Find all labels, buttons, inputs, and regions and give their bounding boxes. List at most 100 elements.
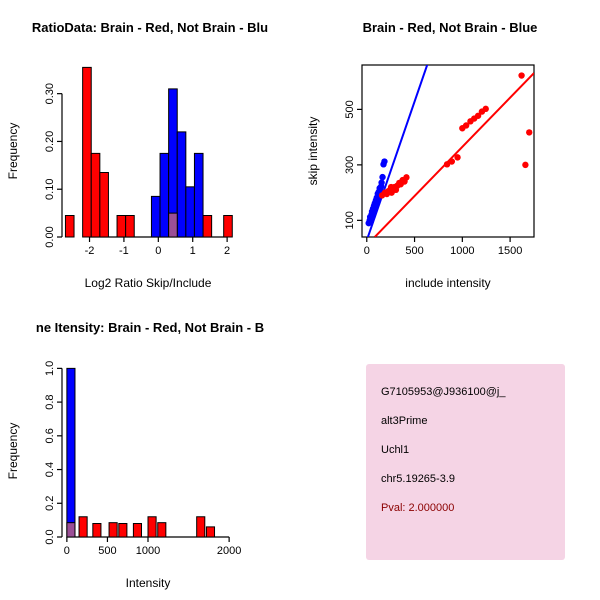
data-point [482, 105, 489, 113]
gene-intensity-histogram: ne Itensity: Brain - Red, Not Brain - B … [6, 320, 264, 590]
histogram-bar [92, 523, 102, 538]
y-tick-label: 1.0 [44, 361, 56, 376]
data-point [474, 112, 482, 119]
data-point [454, 154, 461, 161]
histogram-bar [78, 516, 88, 538]
log-ratio-histogram: RatioData: Brain - Red, Not Brain - Blu … [6, 20, 268, 290]
tick-labels: 0 500 1000 1500 100 300 500 [344, 100, 522, 257]
histogram-bar [99, 172, 109, 238]
histogram-bar [150, 195, 161, 238]
x-tick-label: 500 [405, 245, 423, 257]
series-not-brain [365, 65, 429, 237]
data-point [462, 122, 470, 129]
x-tick-label: 0 [364, 245, 370, 257]
histogram-bar [147, 516, 157, 538]
histogram-bar [205, 526, 216, 538]
y-axis-title: Frequency [6, 423, 20, 480]
axes [357, 64, 535, 242]
series-brain [374, 72, 534, 237]
x-tick-label: 1 [190, 245, 196, 257]
data-point [403, 174, 410, 181]
data-point [522, 161, 529, 169]
data-point [387, 183, 395, 191]
axes [57, 367, 230, 542]
info-probe-id: G7105953@J936100@j_ [381, 386, 506, 398]
y-tick-label: 500 [344, 100, 356, 118]
histogram-bar [64, 215, 75, 238]
y-tick-label: 0.10 [44, 179, 56, 200]
fit-line [374, 72, 534, 237]
y-tick-label: 0.2 [44, 496, 56, 511]
histogram-bar [157, 522, 167, 538]
y-tick-label: 0.30 [44, 83, 56, 104]
x-tick-label: 2000 [217, 545, 241, 557]
plot-frame [361, 64, 535, 238]
series-not-brain [150, 88, 204, 238]
x-tick-label: 1000 [450, 245, 474, 257]
data-point [518, 72, 525, 79]
x-axis-title: include intensity [405, 276, 490, 290]
histogram-bar [108, 522, 118, 538]
y-tick-label: 0.00 [44, 226, 56, 247]
histogram-bar [185, 186, 195, 238]
fit-line [366, 65, 429, 237]
histogram-bar [223, 215, 233, 238]
series-overlap [66, 522, 76, 538]
y-tick-label: 0.20 [44, 131, 56, 152]
data-point [448, 158, 456, 165]
series-overlap [168, 212, 178, 238]
x-tick-label: 1500 [498, 245, 522, 257]
info-genomic-location: chr5.19265-3.9 [381, 473, 455, 485]
y-axis-title: Frequency [6, 123, 20, 180]
tick-labels: -2 -1 0 1 2 0.00 0.10 0.20 0.30 [44, 83, 230, 257]
x-axis-title: Log2 Ratio Skip/Include [85, 276, 212, 290]
y-axis-title: skip intensity [306, 117, 320, 186]
histogram-bar [168, 212, 178, 238]
x-tick-label: -2 [85, 245, 95, 257]
y-tick-label: 300 [344, 156, 356, 174]
info-panel: G7105953@J936100@j_ alt3Prime Uchl1 chr5… [366, 364, 565, 560]
info-gene-name: Uchl1 [381, 444, 410, 456]
x-tick-label: 0 [155, 245, 161, 257]
panel-log-ratio-histogram: RatioData: Brain - Red, Not Brain - Blu … [0, 0, 300, 300]
x-axis-title: Intensity [126, 576, 171, 590]
tick-labels: 0 500 1000 2000 0.0 0.2 0.4 0.6 0.8 1.0 [44, 361, 241, 557]
histogram-bar [159, 152, 170, 238]
histogram-bar [66, 367, 76, 538]
x-tick-label: -1 [119, 245, 129, 257]
histogram-bar [193, 152, 204, 238]
histogram-bar [66, 522, 76, 538]
panel-gene-intensity-histogram: ne Itensity: Brain - Red, Not Brain - B … [0, 300, 300, 600]
chart-title: RatioData: Brain - Red, Not Brain - Blu [32, 20, 268, 35]
y-tick-label: 0.0 [44, 529, 56, 544]
x-tick-label: 1000 [136, 545, 160, 557]
y-tick-label: 100 [344, 211, 356, 229]
data-point [443, 161, 451, 168]
histogram-bar [196, 516, 206, 538]
x-tick-label: 500 [98, 545, 116, 557]
chart-title: Brain - Red, Not Brain - Blue [363, 20, 538, 35]
series-brain [78, 516, 216, 538]
x-tick-label: 0 [64, 545, 70, 557]
histogram-bar [125, 215, 135, 238]
histogram-bar [132, 523, 143, 538]
panel-event-info: G7105953@J936100@j_ alt3Prime Uchl1 chr5… [300, 300, 600, 600]
data-point [379, 173, 386, 181]
histogram-bar [202, 215, 213, 238]
data-point [378, 179, 385, 186]
y-tick-label: 0.4 [44, 462, 56, 477]
histogram-bar [82, 66, 92, 238]
y-tick-label: 0.8 [44, 394, 56, 409]
data-point [526, 129, 533, 136]
panel-intensity-scatter: Brain - Red, Not Brain - Blue include in… [300, 0, 600, 300]
intensity-scatter-plot: Brain - Red, Not Brain - Blue include in… [306, 20, 538, 290]
histogram-bar [90, 152, 101, 238]
histogram-bar [118, 523, 128, 538]
histogram-bar [176, 131, 187, 238]
chart-title: ne Itensity: Brain - Red, Not Brain - B [36, 320, 264, 335]
info-splice-type: alt3Prime [381, 415, 428, 427]
series-not-brain [66, 367, 76, 538]
x-tick-label: 2 [224, 245, 230, 257]
data-point [381, 158, 388, 165]
